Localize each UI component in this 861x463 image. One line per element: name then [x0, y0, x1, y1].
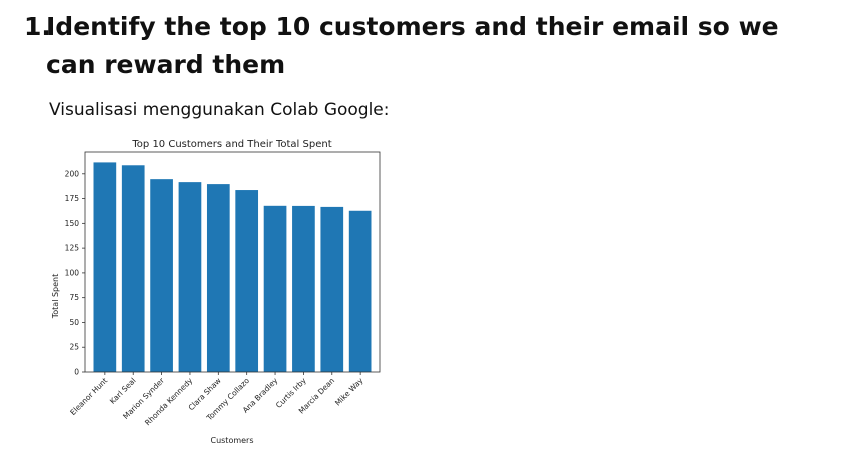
- bar-curtis-irby: [292, 205, 315, 372]
- bar-eleanor-hunt: [93, 162, 117, 372]
- y-tick-label: 25: [69, 343, 79, 352]
- x-axis-label: Customers: [210, 436, 253, 445]
- bar-karl-seal: [121, 165, 145, 372]
- x-tick-label: Mike Way: [333, 376, 365, 408]
- y-axis: 0 25 50 75 100 125 150 175 200: [65, 169, 85, 377]
- y-tick-label: 75: [69, 293, 79, 302]
- y-tick-label: 100: [65, 268, 80, 277]
- bar-marcia-dean: [320, 206, 344, 372]
- plot-frame: [84, 151, 381, 373]
- y-tick-label: 50: [69, 318, 79, 327]
- heading-number: 1.: [24, 12, 51, 41]
- y-tick-label: 200: [65, 169, 80, 178]
- x-tick-label: Rhonda Kennedy: [143, 376, 195, 428]
- bar-clara-shaw: [206, 184, 230, 372]
- heading-text: Identify the top 10 customers and their …: [46, 12, 779, 79]
- y-tick-label: 175: [65, 194, 80, 203]
- y-tick-label: 125: [65, 244, 80, 253]
- bar-marion-synder: [150, 179, 173, 372]
- bar-chart: Top 10 Customers and Their Total Spent 0…: [51, 139, 381, 445]
- y-tick-label: 150: [65, 219, 80, 228]
- visualization-caption: Visualisasi menggunakan Colab Google:: [49, 100, 390, 120]
- y-tick-label: 0: [74, 368, 79, 377]
- x-tick-label: Eleanor Hunt: [68, 376, 109, 417]
- bar-mike-way: [348, 210, 372, 372]
- bar-rhonda-kennedy: [178, 182, 202, 372]
- bars: [93, 162, 372, 372]
- y-axis-label: Total Spent: [51, 274, 60, 320]
- section-heading: 1. Identify the top 10 customers and the…: [24, 8, 834, 84]
- bar-ana-bradley: [263, 205, 287, 372]
- bar-tommy-collazo: [235, 190, 259, 372]
- chart-title: Top 10 Customers and Their Total Spent: [131, 139, 331, 150]
